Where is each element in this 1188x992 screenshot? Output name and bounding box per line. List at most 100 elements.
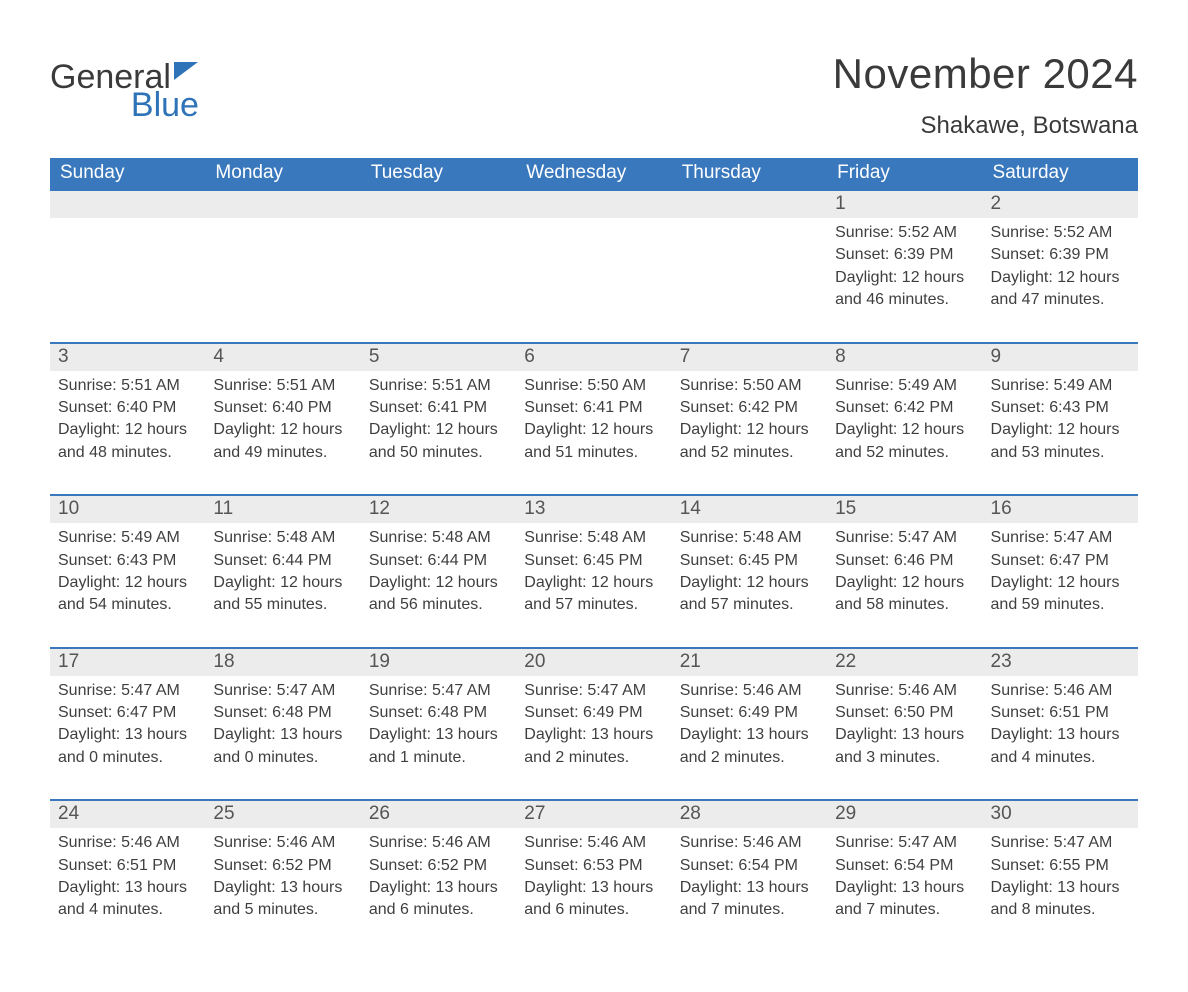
daynum-bar-empty [50,191,205,218]
dow-header-friday: Friday [827,158,982,190]
sunset-text: Sunset: 6:48 PM [369,702,508,724]
daylight-text: Daylight: 13 hours and 3 minutes. [835,724,974,769]
calendar-cell: 27Sunrise: 5:46 AMSunset: 6:53 PMDayligh… [516,800,671,952]
sunrise-text: Sunrise: 5:49 AM [58,527,197,549]
day-number: 3 [50,344,205,371]
sunrise-text: Sunrise: 5:51 AM [369,375,508,397]
day-details: Sunrise: 5:48 AMSunset: 6:44 PMDaylight:… [361,523,516,617]
day-details: Sunrise: 5:47 AMSunset: 6:48 PMDaylight:… [361,676,516,770]
sunset-text: Sunset: 6:45 PM [524,550,663,572]
calendar-cell: 7Sunrise: 5:50 AMSunset: 6:42 PMDaylight… [672,343,827,496]
calendar-cell [50,190,205,343]
day-number: 19 [361,649,516,676]
sunset-text: Sunset: 6:48 PM [213,702,352,724]
sunset-text: Sunset: 6:42 PM [835,397,974,419]
sunrise-text: Sunrise: 5:50 AM [524,375,663,397]
day-details: Sunrise: 5:46 AMSunset: 6:52 PMDaylight:… [361,828,516,922]
day-details: Sunrise: 5:46 AMSunset: 6:54 PMDaylight:… [672,828,827,922]
sunrise-text: Sunrise: 5:51 AM [213,375,352,397]
day-number: 28 [672,801,827,828]
day-number: 29 [827,801,982,828]
day-number: 10 [50,496,205,523]
daylight-text: Daylight: 13 hours and 0 minutes. [58,724,197,769]
day-number: 11 [205,496,360,523]
sunrise-text: Sunrise: 5:49 AM [991,375,1130,397]
page-header: General Blue November 2024 Shakawe, Bots… [50,50,1138,140]
daylight-text: Daylight: 12 hours and 49 minutes. [213,419,352,464]
calendar-cell: 11Sunrise: 5:48 AMSunset: 6:44 PMDayligh… [205,495,360,648]
sunset-text: Sunset: 6:47 PM [58,702,197,724]
calendar-cell: 28Sunrise: 5:46 AMSunset: 6:54 PMDayligh… [672,800,827,952]
daylight-text: Daylight: 12 hours and 58 minutes. [835,572,974,617]
calendar-cell: 17Sunrise: 5:47 AMSunset: 6:47 PMDayligh… [50,648,205,801]
day-number: 21 [672,649,827,676]
calendar-cell: 19Sunrise: 5:47 AMSunset: 6:48 PMDayligh… [361,648,516,801]
sunrise-text: Sunrise: 5:46 AM [58,832,197,854]
daylight-text: Daylight: 12 hours and 59 minutes. [991,572,1130,617]
week-row: 24Sunrise: 5:46 AMSunset: 6:51 PMDayligh… [50,800,1138,952]
calendar-cell: 1Sunrise: 5:52 AMSunset: 6:39 PMDaylight… [827,190,982,343]
title-block: November 2024 Shakawe, Botswana [833,50,1138,140]
daylight-text: Daylight: 12 hours and 52 minutes. [680,419,819,464]
day-details: Sunrise: 5:47 AMSunset: 6:48 PMDaylight:… [205,676,360,770]
day-number: 23 [983,649,1138,676]
sunrise-text: Sunrise: 5:49 AM [835,375,974,397]
day-number: 4 [205,344,360,371]
day-number: 27 [516,801,671,828]
calendar-cell: 29Sunrise: 5:47 AMSunset: 6:54 PMDayligh… [827,800,982,952]
daylight-text: Daylight: 12 hours and 46 minutes. [835,267,974,312]
sunrise-text: Sunrise: 5:47 AM [369,680,508,702]
daylight-text: Daylight: 12 hours and 57 minutes. [524,572,663,617]
daynum-bar-empty [516,191,671,218]
daylight-text: Daylight: 13 hours and 4 minutes. [58,877,197,922]
week-row: 10Sunrise: 5:49 AMSunset: 6:43 PMDayligh… [50,495,1138,648]
calendar-cell: 14Sunrise: 5:48 AMSunset: 6:45 PMDayligh… [672,495,827,648]
sunset-text: Sunset: 6:39 PM [991,244,1130,266]
daylight-text: Daylight: 13 hours and 7 minutes. [680,877,819,922]
sunrise-text: Sunrise: 5:46 AM [213,832,352,854]
daylight-text: Daylight: 12 hours and 52 minutes. [835,419,974,464]
day-number: 17 [50,649,205,676]
sunset-text: Sunset: 6:51 PM [991,702,1130,724]
day-number: 24 [50,801,205,828]
calendar-cell: 8Sunrise: 5:49 AMSunset: 6:42 PMDaylight… [827,343,982,496]
sunset-text: Sunset: 6:53 PM [524,855,663,877]
sunset-text: Sunset: 6:43 PM [991,397,1130,419]
sunset-text: Sunset: 6:55 PM [991,855,1130,877]
week-row: 3Sunrise: 5:51 AMSunset: 6:40 PMDaylight… [50,343,1138,496]
sunrise-text: Sunrise: 5:46 AM [835,680,974,702]
day-details: Sunrise: 5:47 AMSunset: 6:54 PMDaylight:… [827,828,982,922]
daylight-text: Daylight: 13 hours and 2 minutes. [680,724,819,769]
calendar-cell: 24Sunrise: 5:46 AMSunset: 6:51 PMDayligh… [50,800,205,952]
sunrise-text: Sunrise: 5:51 AM [58,375,197,397]
sunset-text: Sunset: 6:40 PM [213,397,352,419]
calendar-cell [361,190,516,343]
day-of-week-header-row: SundayMondayTuesdayWednesdayThursdayFrid… [50,158,1138,190]
day-details: Sunrise: 5:51 AMSunset: 6:40 PMDaylight:… [50,371,205,465]
day-details: Sunrise: 5:47 AMSunset: 6:47 PMDaylight:… [983,523,1138,617]
day-details: Sunrise: 5:50 AMSunset: 6:41 PMDaylight:… [516,371,671,465]
sunrise-text: Sunrise: 5:46 AM [680,680,819,702]
day-details: Sunrise: 5:52 AMSunset: 6:39 PMDaylight:… [983,218,1138,312]
sunset-text: Sunset: 6:52 PM [213,855,352,877]
calendar-cell: 2Sunrise: 5:52 AMSunset: 6:39 PMDaylight… [983,190,1138,343]
daylight-text: Daylight: 12 hours and 54 minutes. [58,572,197,617]
dow-header-tuesday: Tuesday [361,158,516,190]
daylight-text: Daylight: 12 hours and 57 minutes. [680,572,819,617]
sunset-text: Sunset: 6:43 PM [58,550,197,572]
sunset-text: Sunset: 6:46 PM [835,550,974,572]
day-number: 14 [672,496,827,523]
day-details: Sunrise: 5:46 AMSunset: 6:51 PMDaylight:… [50,828,205,922]
daylight-text: Daylight: 12 hours and 48 minutes. [58,419,197,464]
day-details: Sunrise: 5:49 AMSunset: 6:42 PMDaylight:… [827,371,982,465]
sunrise-text: Sunrise: 5:47 AM [524,680,663,702]
sunset-text: Sunset: 6:49 PM [524,702,663,724]
calendar-cell: 20Sunrise: 5:47 AMSunset: 6:49 PMDayligh… [516,648,671,801]
sunrise-text: Sunrise: 5:47 AM [991,832,1130,854]
week-row: 1Sunrise: 5:52 AMSunset: 6:39 PMDaylight… [50,190,1138,343]
calendar-cell: 13Sunrise: 5:48 AMSunset: 6:45 PMDayligh… [516,495,671,648]
day-details: Sunrise: 5:50 AMSunset: 6:42 PMDaylight:… [672,371,827,465]
day-details: Sunrise: 5:47 AMSunset: 6:55 PMDaylight:… [983,828,1138,922]
daylight-text: Daylight: 12 hours and 51 minutes. [524,419,663,464]
day-number: 25 [205,801,360,828]
